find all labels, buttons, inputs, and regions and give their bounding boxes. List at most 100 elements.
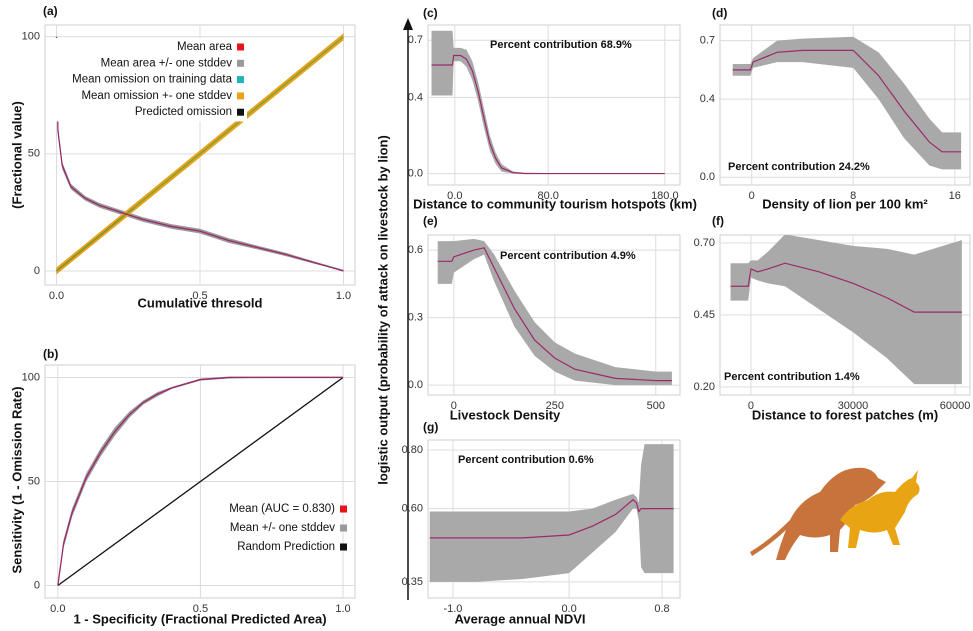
stddev-band <box>732 36 962 170</box>
data-line <box>431 54 665 175</box>
x-tick-label: 180.0 <box>651 190 679 202</box>
x-tick-label: 1.0 <box>336 290 351 302</box>
stddev-band <box>437 238 672 386</box>
panel-title: (a) <box>43 4 58 18</box>
y-tick-label: 0 <box>34 265 40 277</box>
x-tick-label: 60000 <box>940 400 971 412</box>
x-tick-label: 0.0 <box>561 603 576 615</box>
annotation: Percent contribution 24.2% <box>728 161 870 173</box>
y-tick-label: 50 <box>28 148 40 160</box>
plot <box>57 376 344 587</box>
data-line <box>57 376 344 586</box>
panel-title: (c) <box>423 6 438 20</box>
data-line <box>55 36 344 272</box>
y-tick-label: 0.0 <box>700 171 715 183</box>
legend-marker <box>237 92 244 100</box>
stddev-band <box>431 30 665 174</box>
data-line <box>437 247 672 382</box>
legend-marker <box>237 59 244 67</box>
x-axis-label: Distance to forest patches (m) <box>752 407 938 422</box>
x-tick-label: 30000 <box>838 400 869 412</box>
y-tick-label: 0.3 <box>408 311 423 323</box>
annotation: Percent contribution 1.4% <box>724 371 860 383</box>
legend-marker <box>237 108 244 116</box>
legend-marker <box>237 76 244 84</box>
panel-title: (e) <box>423 214 438 228</box>
plot <box>55 33 344 275</box>
legend-label: Predicted omission <box>135 106 232 118</box>
panel: 0.0 0.3 0.6 0 250 500 Percent contribution 4.9… <box>408 214 681 422</box>
data-line <box>56 36 344 272</box>
x-tick-label: 0 <box>451 400 457 412</box>
panel: 0.20 0.45 0.70 0 30000 60000 Percent contribut… <box>694 214 971 422</box>
x-axis-label: Distance to community tourism hotspots (… <box>413 196 697 211</box>
x-tick-label: 16 <box>949 190 961 202</box>
annotation: Percent contribution 68.9% <box>490 39 632 51</box>
x-tick-label: 0.5 <box>192 290 207 302</box>
data-line <box>732 49 962 153</box>
y-axis-label: (Fractional value) <box>9 101 24 209</box>
x-axis-label: Cumulative thresold <box>138 295 263 310</box>
y-tick-label: 100 <box>22 31 40 43</box>
x-tick-label: 500 <box>647 400 665 412</box>
panel: 0.0 0.4 0.7 0 8 16 Percent contribution 24.2% (… <box>700 6 971 211</box>
panel: 0.0 0.4 0.7 0.0 80.0 180.0 Percent contributio… <box>408 6 697 211</box>
lion-illustration <box>750 467 920 560</box>
plot-area <box>427 24 681 186</box>
panel-title: (d) <box>712 6 727 20</box>
x-tick-label: 0.0 <box>447 190 462 202</box>
data-line <box>429 499 674 539</box>
legend-label: Mean area +/- one stddev <box>101 57 233 69</box>
x-tick-label: 0 <box>748 400 754 412</box>
y-tick-label: 0.6 <box>408 244 423 256</box>
x-axis-label: Livestock Density <box>450 407 561 422</box>
legend-label: Mean omission +- one stddev <box>81 90 232 102</box>
plot <box>730 235 962 385</box>
x-tick-label: 0.0 <box>49 290 64 302</box>
panel: 0.35 0.60 0.80 -1.0 0.0 0.8 Percent contributi… <box>402 420 681 626</box>
x-axis-label: Average annual NDVI <box>454 611 585 626</box>
x-tick-label: -1.0 <box>443 603 462 615</box>
legend-marker <box>237 43 244 51</box>
panel: 0 50 100 0.0 0.5 1.0 Mean area Mean area +/- on… <box>9 4 356 310</box>
x-axis-label: 1 - Specificity (Fractional Predicted Ar… <box>73 611 326 626</box>
panel-title: (b) <box>43 347 58 361</box>
annotation: Percent contribution 4.9% <box>500 250 636 262</box>
annotation: Percent contribution 0.6% <box>458 454 594 466</box>
y-tick-label: 0.7 <box>408 34 423 46</box>
x-tick-label: 1.0 <box>335 603 350 615</box>
plot <box>431 30 665 175</box>
arrow-head <box>403 18 413 30</box>
y-tick-label: 50 <box>28 475 40 487</box>
legend-label: Mean +/- one stddev <box>230 522 335 534</box>
plot <box>429 444 674 582</box>
y-tick-label: 0.45 <box>694 309 715 321</box>
x-axis-label: Density of lion per 100 km² <box>762 196 928 211</box>
panel-title: (f) <box>712 214 724 228</box>
y-tick-label: 0.0 <box>408 167 423 179</box>
y-tick-label: 0.80 <box>402 444 423 456</box>
y-axis-label: Sensitivity (1 - Omission Rate) <box>9 386 24 573</box>
y-tick-label: 0.7 <box>700 35 715 47</box>
y-tick-label: 0 <box>34 579 40 591</box>
data-line <box>57 376 344 587</box>
y-tick-label: 100 <box>22 371 40 383</box>
panel-title: (g) <box>423 420 438 434</box>
data-line <box>730 262 962 313</box>
shared-y-label: logistic output (probability of attack o… <box>375 135 390 485</box>
legend-marker <box>340 524 347 532</box>
x-tick-label: 0 <box>749 190 755 202</box>
plot <box>437 238 672 386</box>
legend-label: Mean omission on training data <box>72 74 232 86</box>
stddev-band <box>730 235 962 385</box>
x-tick-label: 8 <box>850 190 856 202</box>
legend-box <box>55 38 247 122</box>
legend-marker <box>340 505 347 513</box>
y-tick-label: 0.0 <box>408 379 423 391</box>
panel: 0 50 100 0.0 0.5 1.0 Mean (AUC = 0.830) Mean +/… <box>9 347 356 626</box>
y-tick-label: 0.4 <box>700 93 715 105</box>
legend-label: Mean area <box>177 41 233 53</box>
legend-label: Random Prediction <box>237 541 335 553</box>
y-tick-label: 0.35 <box>402 576 423 588</box>
